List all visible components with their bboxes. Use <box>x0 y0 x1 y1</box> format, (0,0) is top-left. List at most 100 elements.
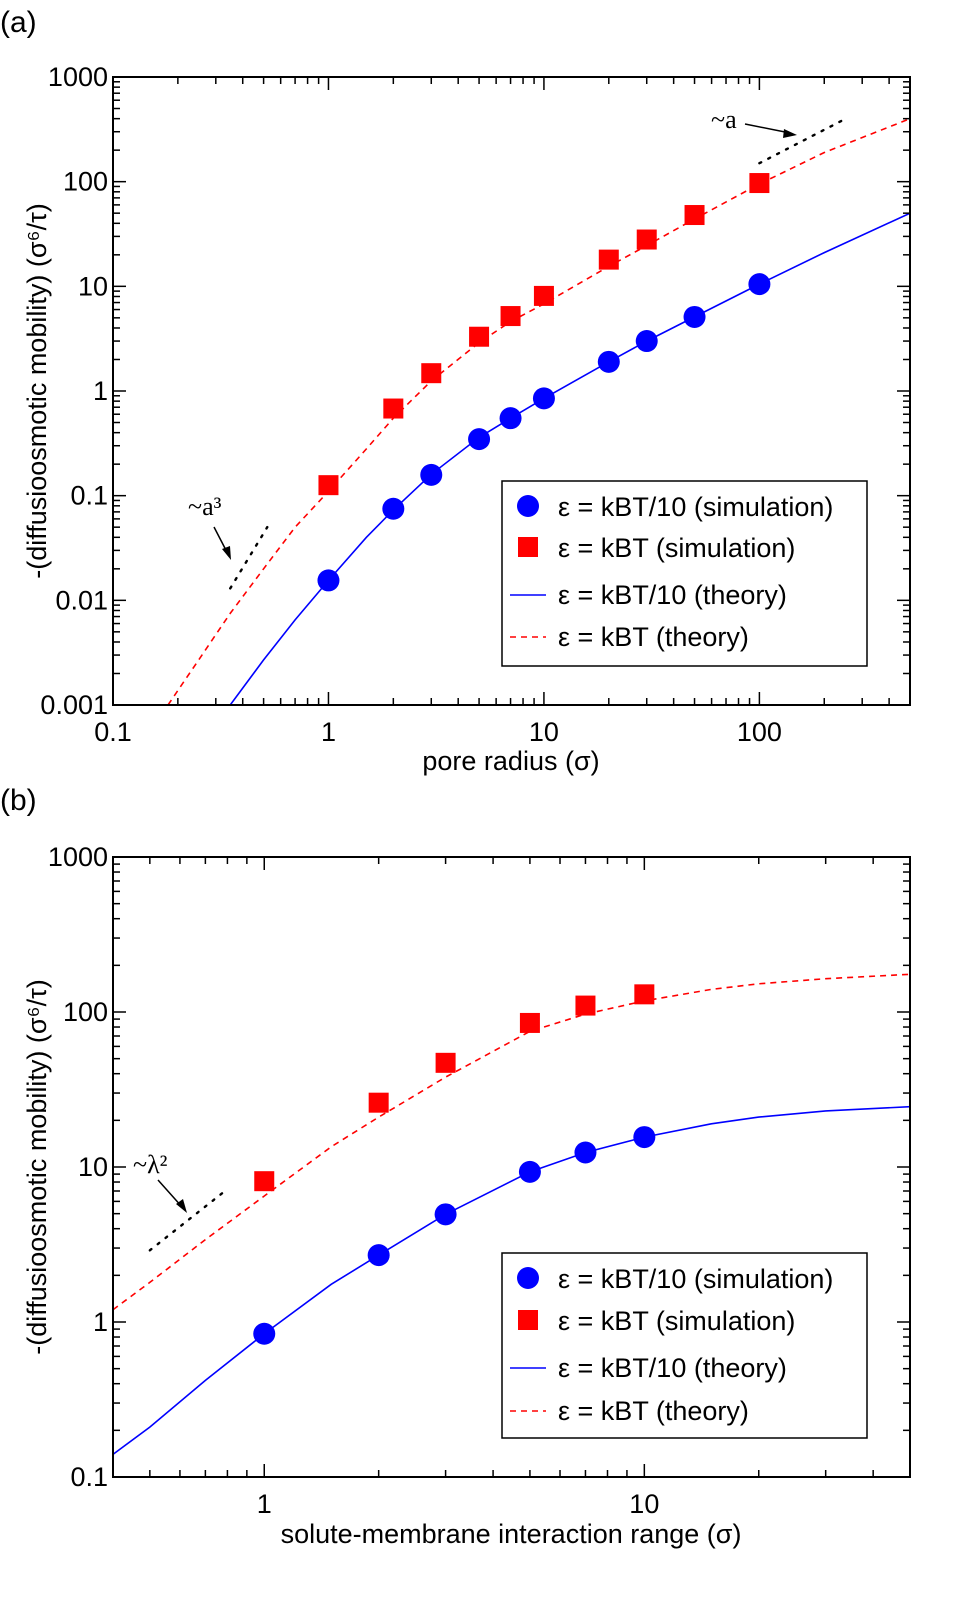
data-point-square <box>421 363 442 384</box>
legend-a-entry-3: ε = kBT/10 (theory) <box>558 580 787 610</box>
legend-b-entry-4: ε = kBT (theory) <box>558 1396 749 1426</box>
panel-b-x-axis-label: solute-membrane interaction range (σ) <box>281 1519 742 1549</box>
legend-a-entry-4: ε = kBT (theory) <box>558 622 749 652</box>
panel-a-theory-lines <box>167 117 910 705</box>
data-point-circle <box>597 350 620 373</box>
data-point-circle <box>420 463 443 486</box>
panel-a-x-axis-label: pore radius (σ) <box>422 746 599 776</box>
theory-line-solid <box>229 212 910 705</box>
panel-a-y-axis-label: -(diffusioosmotic mobility) (σ⁶/τ) <box>22 203 52 579</box>
y-tick-label: 1 <box>93 1307 108 1337</box>
legend-a-square-marker <box>518 537 538 557</box>
panel-b-theory-lines <box>113 973 910 1456</box>
data-point-circle <box>683 305 706 328</box>
panel-a-x-tick-labels: 0.1 1 10 100 <box>94 717 782 747</box>
legend-b-circle-marker <box>517 1267 539 1289</box>
slope-guide-dotted-line <box>229 525 269 590</box>
x-tick-label: 10 <box>529 717 559 747</box>
panel-a-y-tick-labels: 0.001 0.01 0.1 1 10 100 1000 <box>40 62 108 720</box>
data-point-circle <box>532 387 555 410</box>
y-tick-label: 0.01 <box>55 585 108 615</box>
data-point-circle <box>367 1244 390 1267</box>
y-tick-label: 100 <box>63 167 108 197</box>
panel-a-ticks <box>112 76 911 706</box>
panel-b-x-tick-labels: 1 10 <box>257 1489 660 1519</box>
panel-b-y-axis-label: -(diffusioosmotic mobility) (σ⁶/τ) <box>22 979 52 1355</box>
panel-b-slope-guides <box>148 1187 229 1252</box>
panel-b-data-points <box>253 984 656 1345</box>
y-tick-label: 10 <box>78 1152 108 1182</box>
panel-a: (a) 0.1 1 10 100 0.001 0.01 0.1 1 10 100 1000 por… <box>0 6 911 776</box>
panel-a-slope-linear-label: ~a <box>711 105 737 134</box>
y-tick-label: 1000 <box>48 842 108 872</box>
legend-a-entry-2: ε = kBT (simulation) <box>558 533 795 563</box>
theory-line-dashed <box>113 973 910 1311</box>
legend-b-square-marker <box>518 1310 538 1330</box>
y-tick-label: 0.1 <box>70 481 108 511</box>
y-tick-label: 1000 <box>48 62 108 92</box>
legend-a-circle-marker <box>517 495 539 517</box>
data-point-square <box>598 249 619 270</box>
data-point-square <box>634 984 655 1005</box>
legend-a-entry-1: ε = kBT/10 (simulation) <box>558 492 833 522</box>
data-point-circle <box>499 407 522 430</box>
slope-guide-dotted-line <box>148 1187 229 1252</box>
y-tick-label: 0.001 <box>40 690 108 720</box>
panel-a-legend: ε = kBT/10 (simulation) ε = kBT (simulat… <box>501 480 868 667</box>
data-point-square <box>435 1052 456 1073</box>
panel-b-slope-quadratic-label: ~λ² <box>133 1150 168 1179</box>
theory-line-dashed <box>167 117 910 705</box>
data-point-circle <box>434 1203 457 1226</box>
panel-b: (b) 1 10 0.1 1 10 100 1000 solute-membrane in… <box>0 784 911 1549</box>
data-point-square <box>636 229 657 250</box>
panel-a-label: (a) <box>0 6 37 39</box>
x-tick-label: 100 <box>737 717 782 747</box>
y-tick-label: 0.1 <box>70 1462 108 1492</box>
data-point-circle <box>253 1322 276 1345</box>
slope-guide-dotted-line <box>758 119 843 165</box>
panel-b-y-tick-labels: 0.1 1 10 100 1000 <box>48 842 108 1492</box>
panel-a-legend-box <box>501 480 868 667</box>
panel-b-plot-area <box>113 973 910 1456</box>
data-point-circle <box>633 1126 656 1149</box>
data-point-square <box>368 1092 389 1113</box>
panel-b-slope-quadratic-arrowhead <box>176 1199 187 1213</box>
x-tick-label: 0.1 <box>94 717 132 747</box>
data-point-circle <box>518 1160 541 1183</box>
theory-line-solid <box>113 1105 910 1456</box>
panel-a-slope-linear-arrow <box>744 123 791 134</box>
x-tick-label: 10 <box>629 1489 659 1519</box>
data-point-square <box>749 173 770 194</box>
data-point-square <box>318 475 339 496</box>
data-point-circle <box>317 569 340 592</box>
data-point-circle <box>574 1141 597 1164</box>
data-point-circle <box>468 428 491 451</box>
data-point-square <box>519 1012 540 1033</box>
data-point-square <box>684 205 705 226</box>
panel-b-legend: ε = kBT/10 (simulation) ε = kBT (simulat… <box>501 1252 868 1439</box>
legend-b-entry-3: ε = kBT/10 (theory) <box>558 1353 787 1383</box>
panel-a-data-points <box>317 173 771 592</box>
data-point-square <box>500 306 521 327</box>
y-tick-label: 1 <box>93 376 108 406</box>
x-tick-label: 1 <box>321 717 336 747</box>
y-tick-label: 100 <box>63 997 108 1027</box>
data-point-square <box>575 995 596 1016</box>
panel-b-legend-box <box>501 1252 868 1439</box>
panel-a-plot-area <box>167 117 910 705</box>
data-point-circle <box>635 330 658 353</box>
panel-b-label: (b) <box>0 784 37 817</box>
panel-a-slope-linear-arrowhead <box>783 129 797 138</box>
y-tick-label: 10 <box>78 271 108 301</box>
x-tick-label: 1 <box>257 1489 272 1519</box>
legend-b-entry-1: ε = kBT/10 (simulation) <box>558 1264 833 1294</box>
data-point-square <box>533 285 554 306</box>
panel-a-slope-cubic-label: ~a³ <box>188 492 222 521</box>
legend-b-entry-2: ε = kBT (simulation) <box>558 1306 795 1336</box>
panel-b-ticks <box>112 856 911 1478</box>
panel-a-slope-guides <box>229 119 843 590</box>
data-point-circle <box>382 497 405 520</box>
data-point-square <box>469 326 490 347</box>
panel-a-slope-cubic-arrowhead <box>222 546 231 560</box>
